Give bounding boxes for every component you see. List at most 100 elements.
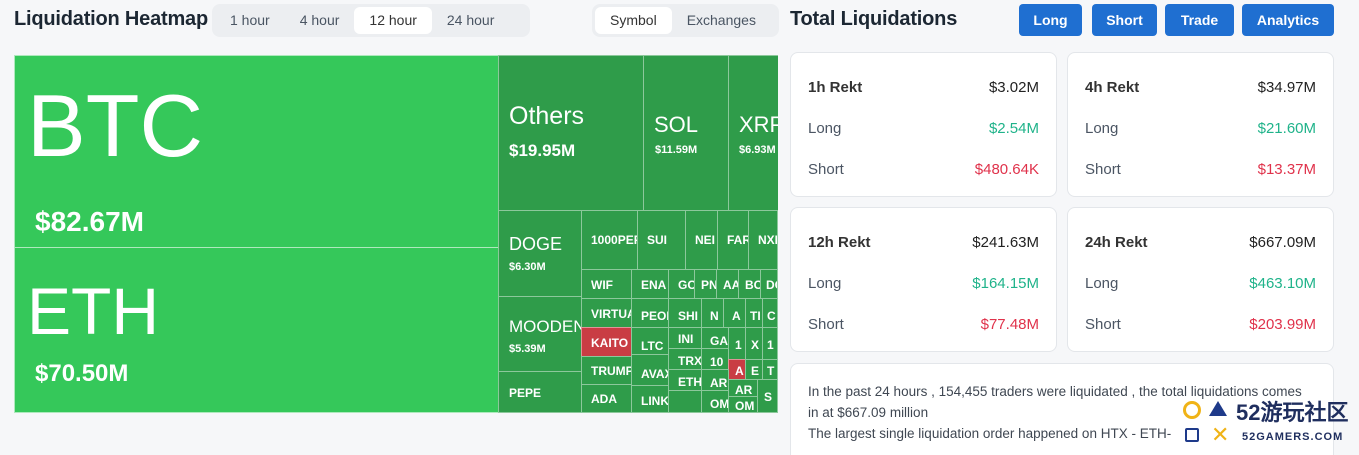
long-button[interactable]: Long (1019, 4, 1082, 36)
tile-ada[interactable]: ADA (581, 384, 632, 413)
tile-symbol: DOGE (509, 234, 563, 254)
summary-line: The largest single liquidation order hap… (808, 426, 1172, 441)
timeframe-24-hour[interactable]: 24 hour (446, 12, 495, 28)
tile-ti[interactable]: TI (745, 298, 763, 328)
short-value: $203.99M (1249, 316, 1316, 333)
long-value: $21.60M (1257, 120, 1316, 137)
tile-symbol: S (764, 390, 773, 404)
tile-trx[interactable]: TRX (668, 348, 702, 370)
tile-symbol: DO (766, 278, 777, 292)
tile-shib[interactable]: SHI (668, 298, 702, 328)
tile-x[interactable]: X (745, 327, 763, 360)
tile-wif[interactable]: WIF (581, 269, 632, 299)
tile-1b[interactable]: 1 (762, 327, 778, 360)
view-symbol[interactable]: Symbol (595, 7, 672, 34)
tile-symbol: ADA (591, 392, 617, 406)
tile-symbol: E (751, 364, 760, 378)
tile-do[interactable]: DO (760, 269, 778, 299)
tile-om-a[interactable]: OM (701, 390, 729, 413)
tile-avax[interactable]: AVAX (631, 354, 669, 386)
short-value: $77.48M (980, 316, 1039, 333)
tile-btc[interactable]: BTC $82.67M (14, 55, 499, 248)
tile-c[interactable]: C (762, 298, 778, 328)
tile-doge[interactable]: DOGE $6.30M (498, 210, 582, 297)
tile-nei[interactable]: NEI (685, 210, 718, 270)
tile-symbol: SUI (647, 233, 668, 247)
analytics-button[interactable]: Analytics (1242, 4, 1334, 36)
tile-value: $11.59M (655, 144, 698, 156)
tile-symbol: AA (723, 278, 739, 292)
short-label: Short (1085, 316, 1121, 333)
tile-a-red[interactable]: A (728, 359, 746, 380)
tile-eth[interactable]: ETH $70.50M (14, 247, 499, 413)
tile-eth-small[interactable]: ETH (668, 369, 702, 391)
tile-ar-a[interactable]: AR (701, 369, 729, 391)
tile-10[interactable]: 10 (701, 348, 729, 370)
tile-n[interactable]: N (701, 298, 724, 328)
tile-1a[interactable]: 1 (728, 327, 746, 360)
long-label: Long (1085, 275, 1119, 292)
tile-people[interactable]: PEOP (631, 298, 669, 328)
tile-far[interactable]: FAR (717, 210, 749, 270)
tile-e[interactable]: E (745, 359, 763, 380)
tile-others[interactable]: Others $19.95M (498, 55, 644, 211)
long-value: $164.15M (972, 275, 1039, 292)
tile-symbol: LTC (641, 339, 664, 353)
tile-symbol: VIRTUA (591, 307, 632, 321)
tile-symbol: A (732, 309, 741, 323)
tile-symbol: N (710, 309, 719, 323)
tile-symbol: OM (710, 397, 729, 411)
tile-sol[interactable]: SOL $11.59M (643, 55, 729, 211)
tile-symbol: ETH (27, 274, 159, 348)
tile-virtual[interactable]: VIRTUA (581, 298, 632, 328)
tile-go[interactable]: GO (668, 269, 695, 299)
long-value: $463.10M (1249, 275, 1316, 292)
tile-symbol: TRUMP (591, 364, 632, 378)
tile-ga[interactable]: GA (701, 327, 729, 349)
tile-value: $6.93M (739, 144, 776, 156)
tile-symbol: Others (509, 102, 585, 130)
tile-a[interactable]: A (723, 298, 746, 328)
trade-button[interactable]: Trade (1165, 4, 1234, 36)
tile-1000pepe[interactable]: 1000PEP (581, 210, 638, 270)
tile-pn[interactable]: PN (694, 269, 717, 299)
short-value: $480.64K (974, 161, 1039, 178)
tile-s[interactable]: S (757, 379, 778, 413)
tile-ena[interactable]: ENA (631, 269, 669, 299)
tile-pepe[interactable]: PEPE (498, 371, 582, 413)
tile-symbol: BC (745, 278, 761, 292)
tile-symbol: GA (710, 334, 728, 348)
tile-symbol: GO (678, 278, 695, 292)
tile-symbol: TI (750, 309, 761, 323)
liquidation-heatmap: BTC $82.67M ETH $70.50M Others $19.95M S… (14, 55, 778, 413)
timeframe-1-hour[interactable]: 1 hour (230, 12, 270, 28)
tile-symbol: 1000PEP (591, 233, 638, 247)
timeframe-4-hour[interactable]: 4 hour (299, 12, 340, 28)
tile-ar-b[interactable]: AR (728, 379, 758, 397)
tile-bc[interactable]: BC (738, 269, 761, 299)
card-total: $34.97M (1257, 79, 1316, 96)
tile-sui[interactable]: SUI (637, 210, 686, 270)
tile-inj[interactable]: INI (668, 327, 702, 349)
short-button[interactable]: Short (1092, 4, 1157, 36)
short-value: $13.37M (1257, 161, 1316, 178)
tile-om-b[interactable]: OM (728, 396, 758, 413)
tile-symbol: SOL (654, 112, 699, 137)
tile-xrp[interactable]: XRP $6.93M (728, 55, 778, 211)
tile-symbol: PN (701, 278, 717, 292)
tile-link[interactable]: LINK (631, 385, 669, 413)
tile-aa[interactable]: AA (716, 269, 739, 299)
tile-kaito[interactable]: KAITO (581, 327, 632, 357)
card-total: $241.63M (972, 234, 1039, 251)
tile-symbol: XRP (739, 112, 778, 137)
triangle-icon (1209, 401, 1227, 416)
heatmap-title: Liquidation Heatmap (14, 8, 208, 30)
short-label: Short (808, 316, 844, 333)
tile-ltc[interactable]: LTC (631, 327, 669, 355)
timeframe-12-hour[interactable]: 12 hour (354, 7, 432, 34)
tile-nxp[interactable]: NXP (748, 210, 778, 270)
tile-trump[interactable]: TRUMP (581, 356, 632, 385)
view-exchanges[interactable]: Exchanges (686, 12, 756, 28)
tile-moodeng[interactable]: MOODEN $5.39M (498, 296, 582, 372)
tile-t[interactable]: T (762, 359, 778, 380)
